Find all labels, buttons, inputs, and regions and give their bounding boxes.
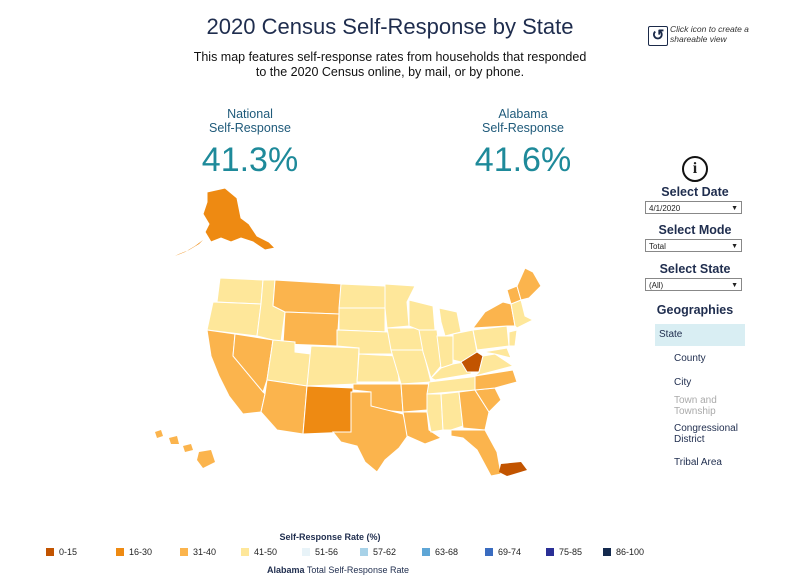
state-texas[interactable] — [331, 391, 410, 473]
mode-select-value: Total — [649, 242, 666, 251]
legend-item[interactable]: 69-74 — [485, 547, 521, 557]
state-north-carolina[interactable] — [474, 369, 518, 391]
geo-item-congressional-district[interactable]: Congressional District — [674, 423, 738, 445]
legend-swatch — [241, 548, 249, 556]
legend-label: 31-40 — [193, 547, 217, 557]
state-maine[interactable] — [516, 267, 542, 301]
state-wyoming[interactable] — [282, 311, 340, 347]
state-arizona[interactable] — [260, 379, 308, 435]
chevron-down-icon: ▼ — [731, 282, 738, 289]
legend-label: 41-50 — [254, 547, 278, 557]
state-maryland[interactable] — [482, 347, 512, 359]
legend-label: 0-15 — [59, 547, 78, 557]
legend-swatch — [302, 548, 310, 556]
legend-item[interactable]: 41-50 — [241, 547, 277, 557]
legend-label: 86-100 — [616, 547, 645, 557]
state-pennsylvania[interactable] — [472, 325, 510, 351]
state-iowa[interactable] — [386, 327, 424, 351]
legend-swatch — [546, 548, 554, 556]
geographies-title: Geographies — [656, 303, 734, 317]
state-florida[interactable] — [450, 429, 502, 477]
state-select[interactable]: (All) ▼ — [645, 278, 742, 291]
geo-item-state[interactable]: State — [655, 324, 745, 346]
state-utah[interactable] — [266, 339, 312, 387]
alaska-aleutians — [171, 240, 203, 258]
legend-title: Self-Response Rate (%) — [279, 532, 381, 542]
date-select[interactable]: 4/1/2020 ▼ — [645, 201, 742, 214]
legend-label: 16-30 — [129, 547, 153, 557]
page-title: 2020 Census Self-Response by State — [206, 14, 574, 39]
geo-item-city[interactable]: City — [674, 377, 692, 388]
state-michigan[interactable] — [438, 307, 462, 337]
state-colorado[interactable] — [306, 345, 360, 387]
state-illinois[interactable] — [418, 329, 442, 380]
chevron-down-icon: ▼ — [731, 243, 738, 250]
legend-label: 51-56 — [315, 547, 339, 557]
state-mississippi[interactable] — [426, 393, 444, 433]
legend-item[interactable]: 51-56 — [302, 547, 338, 557]
legend-item[interactable]: 57-62 — [360, 547, 396, 557]
legend-item[interactable]: 63-68 — [422, 547, 458, 557]
share-icon[interactable]: ↺ — [648, 26, 668, 46]
legend-swatch — [485, 548, 493, 556]
legend-swatch — [46, 548, 54, 556]
national-kpi-label-1: National — [227, 107, 273, 121]
legend-label: 69-74 — [498, 547, 522, 557]
state-alabama[interactable] — [440, 391, 464, 431]
national-kpi: National Self-Response 41.3% — [160, 107, 340, 180]
footnote: Alabama Total Self-Response Rate — [0, 565, 676, 575]
chevron-down-icon: ▼ — [731, 205, 738, 212]
legend-label: 63-68 — [435, 547, 459, 557]
legend-item[interactable]: 75-85 — [546, 547, 582, 557]
legend-item[interactable]: 31-40 — [180, 547, 216, 557]
legend-item[interactable]: 16-30 — [116, 547, 152, 557]
share-hint: Click icon to create a shareable view — [670, 24, 749, 44]
state-kansas[interactable] — [356, 353, 400, 383]
legend-label: 75-85 — [559, 547, 583, 557]
select-date-label: Select Date — [661, 185, 729, 199]
footnote-state: Alabama — [267, 565, 305, 575]
state-nevada[interactable] — [232, 333, 274, 394]
state-north-dakota[interactable] — [338, 283, 386, 309]
state-washington[interactable] — [216, 277, 264, 305]
state-wisconsin[interactable] — [408, 299, 436, 331]
state-new-york[interactable] — [471, 301, 516, 329]
state-alaska[interactable] — [202, 187, 277, 251]
legend-swatch — [116, 548, 124, 556]
state-georgia[interactable] — [458, 389, 490, 431]
legend-swatch — [422, 548, 430, 556]
geo-item-county[interactable]: County — [674, 353, 706, 364]
state-virginia[interactable] — [473, 353, 515, 377]
legend-label: 57-62 — [373, 547, 397, 557]
state-kpi: Alabama Self-Response 41.6% — [433, 107, 613, 180]
select-state-label: Select State — [659, 262, 731, 276]
legend-swatch — [603, 548, 611, 556]
mode-select[interactable]: Total ▼ — [645, 239, 742, 252]
state-new-england[interactable] — [510, 299, 535, 329]
state-kpi-label-2: Self-Response — [482, 121, 564, 135]
state-kpi-label-1: Alabama — [498, 107, 548, 121]
geo-item-tribal-area[interactable]: Tribal Area — [674, 457, 722, 468]
state-select-value: (All) — [649, 281, 664, 290]
state-kpi-value: 41.6% — [474, 141, 572, 179]
legend-swatch — [180, 548, 188, 556]
legend-item[interactable]: 86-100 — [603, 547, 644, 557]
select-mode-label: Select Mode — [658, 223, 732, 237]
us-choropleth-map[interactable] — [145, 180, 545, 480]
state-hawaii[interactable] — [155, 430, 215, 468]
info-icon[interactable]: i — [682, 156, 708, 182]
legend-item[interactable]: 0-15 — [46, 547, 77, 557]
footnote-text: Total Self-Response Rate — [306, 565, 409, 575]
state-south-dakota[interactable] — [338, 307, 386, 333]
national-kpi-label-2: Self-Response — [209, 121, 291, 135]
state-puerto-rico[interactable] — [499, 462, 527, 476]
page-subtitle: This map features self-response rates fr… — [193, 50, 587, 79]
state-new-mexico[interactable] — [302, 385, 354, 435]
date-select-value: 4/1/2020 — [649, 204, 681, 213]
geo-item-town-township[interactable]: Town and Township — [674, 395, 717, 417]
national-kpi-value: 41.3% — [201, 141, 299, 179]
state-new-jersey[interactable] — [508, 329, 518, 347]
state-montana[interactable] — [272, 279, 342, 315]
legend-swatch — [360, 548, 368, 556]
